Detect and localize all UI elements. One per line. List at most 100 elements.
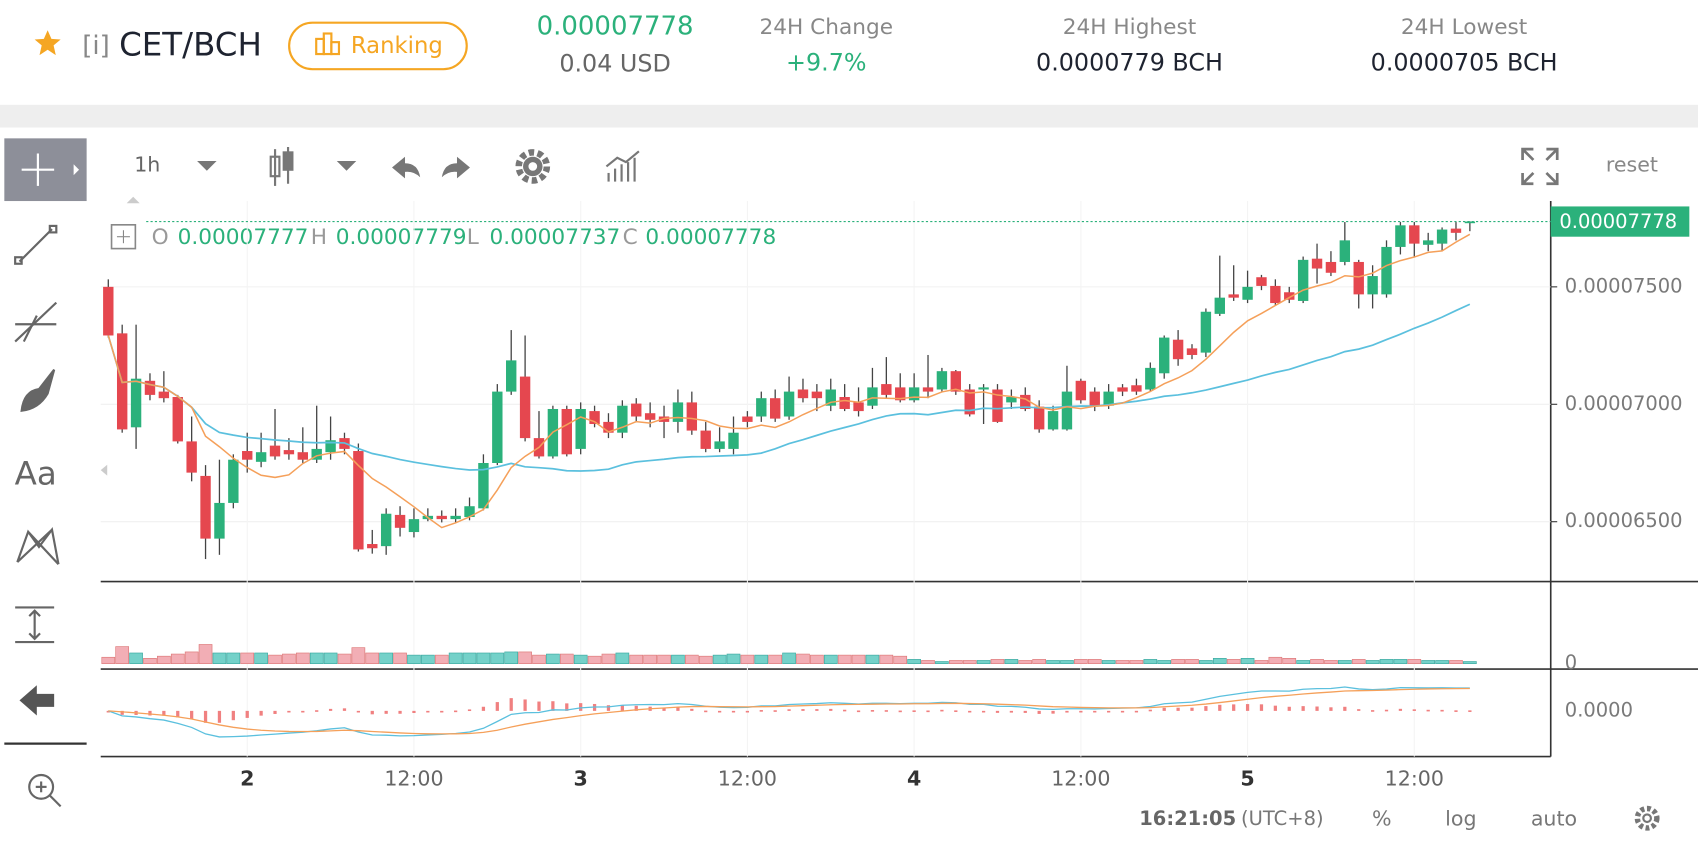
pair-name: CET/BCH xyxy=(119,25,262,63)
candle-body xyxy=(589,411,600,425)
macd-histogram xyxy=(579,703,583,711)
candle-body xyxy=(1159,337,1170,374)
volume-bar xyxy=(1351,659,1366,664)
volume-bar xyxy=(157,655,171,664)
back-icon[interactable] xyxy=(19,685,55,716)
timezone[interactable]: (UTC+8) xyxy=(1241,807,1324,830)
volume-bar xyxy=(1199,660,1213,664)
candle-body xyxy=(1186,348,1198,355)
volume-bar xyxy=(782,652,796,664)
macd-histogram xyxy=(1384,709,1389,712)
candle-body xyxy=(242,451,253,460)
macd-histogram xyxy=(1329,707,1333,711)
footer-settings[interactable] xyxy=(1634,805,1660,831)
candle-body xyxy=(1284,292,1295,300)
candle-body xyxy=(631,403,642,417)
macd-histogram xyxy=(551,701,555,711)
candle-body xyxy=(700,430,711,449)
chart-type-dropdown[interactable] xyxy=(336,161,357,171)
settings[interactable] xyxy=(515,149,551,184)
candle-body xyxy=(839,397,850,409)
tool-icons xyxy=(14,224,62,808)
candle-body xyxy=(228,459,239,503)
redo[interactable] xyxy=(441,156,470,179)
candle-body xyxy=(144,380,156,395)
ranking-label[interactable]: Ranking xyxy=(351,33,443,59)
volume-bar xyxy=(198,644,213,664)
candle-body xyxy=(825,389,836,406)
x-tick-label: 12:00 xyxy=(718,766,777,790)
percent-toggle[interactable]: % xyxy=(1372,806,1392,830)
macd-histogram xyxy=(426,710,430,713)
legend-c: C xyxy=(623,225,638,250)
macd-histogram xyxy=(1370,710,1375,712)
candle-body xyxy=(1117,387,1128,392)
macd-histogram xyxy=(1190,707,1194,711)
macd-histogram xyxy=(676,707,680,711)
volume-bar xyxy=(810,654,824,664)
macd-histogram xyxy=(731,710,736,713)
volume-bar xyxy=(1115,660,1130,664)
macd-histogram xyxy=(1468,710,1472,712)
chart-type-icon[interactable] xyxy=(269,146,294,186)
legend-toggle[interactable] xyxy=(110,224,137,250)
reset[interactable]: reset xyxy=(1606,152,1658,176)
candle-body xyxy=(853,402,864,412)
macd-histogram xyxy=(787,709,791,711)
macd-histogram xyxy=(1134,710,1139,713)
macd-histogram xyxy=(1454,710,1458,712)
volume-bar xyxy=(587,655,602,664)
volume-bar xyxy=(462,652,477,664)
undo[interactable] xyxy=(392,156,421,179)
candle-body xyxy=(1131,385,1142,392)
auto-toggle[interactable]: auto xyxy=(1531,806,1577,830)
macd-histogram xyxy=(1093,710,1097,713)
candle-body xyxy=(1033,406,1045,430)
candle-body xyxy=(200,475,211,539)
candle-body xyxy=(130,378,142,428)
macd-histogram xyxy=(926,710,930,713)
text-tool[interactable]: Aa xyxy=(15,455,57,493)
log-toggle[interactable]: log xyxy=(1445,806,1476,830)
indicators[interactable] xyxy=(605,150,640,182)
macd-histogram xyxy=(1245,704,1250,711)
legend-low: 0.00007737 xyxy=(489,225,620,250)
volume-bar xyxy=(837,654,852,664)
volume-bar xyxy=(309,652,324,664)
macd-histogram xyxy=(1357,709,1361,711)
macd-histogram xyxy=(1120,710,1125,713)
volume-bar xyxy=(823,654,838,664)
candle-body xyxy=(186,441,197,473)
candle-body xyxy=(797,389,809,399)
volume-bar xyxy=(893,655,908,664)
macd-histogram xyxy=(634,705,638,711)
x-tick-label: 4 xyxy=(907,766,921,790)
volume-bar xyxy=(323,652,338,664)
candle-body xyxy=(1353,261,1364,295)
macd-histogram xyxy=(287,710,291,713)
y-tick-label: 0.00006500 xyxy=(1565,509,1683,532)
macd-histogram xyxy=(328,708,333,711)
macd-histogram xyxy=(259,710,263,716)
macd-histogram xyxy=(1273,705,1277,711)
interval[interactable]: 1h xyxy=(134,152,160,176)
volume-bar xyxy=(1338,660,1352,664)
scroll-up[interactable] xyxy=(126,196,140,204)
interval-dropdown[interactable] xyxy=(197,161,217,171)
pair-prefix: [i] xyxy=(82,31,109,61)
tool-arrow xyxy=(73,164,80,176)
macd-histogram xyxy=(509,698,513,711)
fullscreen[interactable] xyxy=(1521,147,1559,186)
favorite-star[interactable] xyxy=(34,30,61,56)
legend-close: 0.00007778 xyxy=(645,225,776,250)
candle-body xyxy=(353,451,364,550)
volume-bar xyxy=(629,654,644,664)
scroll-left[interactable] xyxy=(100,464,108,476)
volume-bar xyxy=(476,652,491,664)
candle-body xyxy=(1047,411,1059,430)
candle-body xyxy=(1367,276,1378,295)
ranking-button[interactable] xyxy=(288,21,468,71)
macd-histogram xyxy=(1176,707,1180,711)
volume-bar xyxy=(295,652,310,664)
volume-bar xyxy=(921,660,935,664)
